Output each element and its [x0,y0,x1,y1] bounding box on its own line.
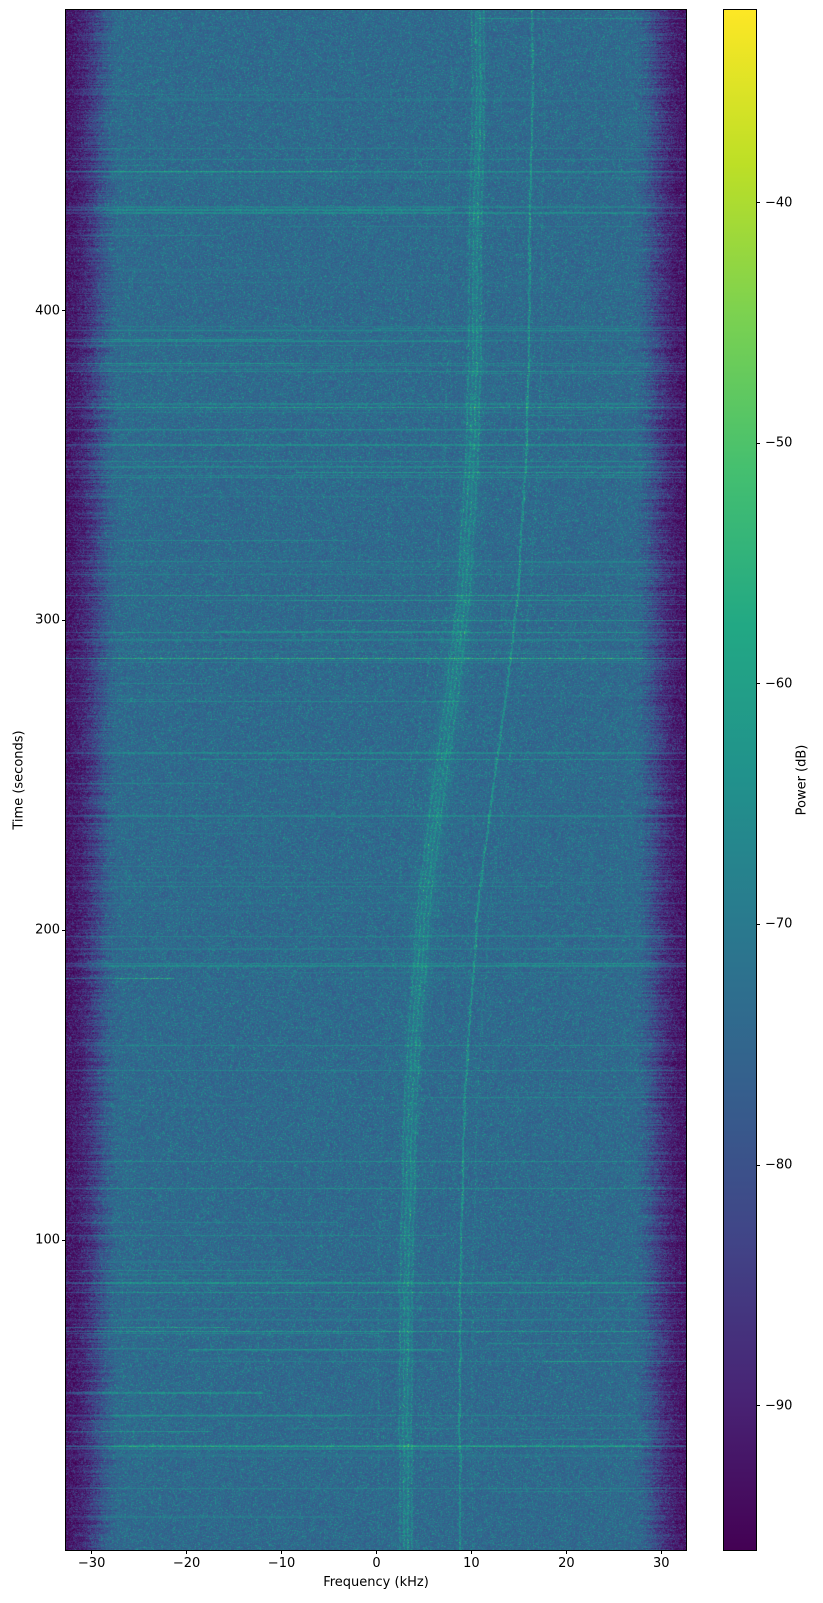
colorbar-tick-label: −50 [765,435,793,451]
x-tick-label: 30 [653,1556,670,1571]
x-tick-label: 20 [558,1556,575,1571]
plot-area [65,9,687,1551]
y-tick-mark [62,1239,66,1241]
x-tick-label: −20 [172,1556,201,1571]
colorbar-tick-label: −70 [765,916,793,932]
x-tick-mark [281,1550,283,1554]
y-axis-label: Time (seconds) [11,730,27,830]
colorbar-tick-label: −90 [765,1398,793,1414]
colorbar-tick-label: −80 [765,1157,793,1173]
x-tick-mark [660,1550,662,1554]
spectrogram-image [66,10,686,1550]
colorbar-gradient [724,10,756,1550]
y-tick-mark [62,929,66,931]
colorbar-tick-mark [756,923,760,925]
x-tick-mark [565,1550,567,1554]
x-tick-label: −10 [267,1556,296,1571]
colorbar-label: Power (dB) [794,744,810,816]
x-tick-label: 10 [463,1556,480,1571]
colorbar-tick-mark [756,442,760,444]
colorbar-tick-mark [756,202,760,203]
colorbar-tick-label: −40 [765,195,793,210]
colorbar-tick-mark [756,1164,760,1166]
colorbar [723,9,757,1551]
x-tick-mark [375,1550,377,1554]
y-tick-mark [62,619,66,621]
y-tick-label: 300 [35,612,60,628]
x-tick-mark [470,1550,472,1554]
x-tick-mark [186,1550,188,1554]
y-tick-label: 200 [35,922,60,938]
y-tick-label: 100 [35,1232,60,1248]
colorbar-tick-label: −60 [765,676,793,692]
x-tick-mark [91,1550,93,1554]
colorbar-tick-mark [756,1405,760,1407]
x-tick-label: −30 [77,1556,106,1571]
colorbar-tick-mark [756,683,760,685]
x-axis-label: Frequency (kHz) [323,1575,429,1590]
x-tick-label: 0 [372,1556,381,1571]
y-tick-mark [62,310,66,312]
y-tick-label: 400 [35,303,60,319]
